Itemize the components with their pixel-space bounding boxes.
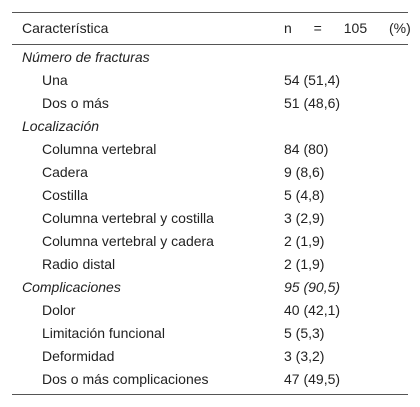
item-row: Una 54 (51,4): [12, 69, 408, 92]
item-value: 84 (80): [284, 141, 329, 157]
item-label: Radio distal: [42, 256, 116, 272]
item-label: Cadera: [42, 164, 88, 180]
section-row: Localización: [12, 115, 408, 138]
item-label: Limitación funcional: [42, 325, 165, 341]
table: Característica n = 105 (%) Número de fra…: [12, 12, 411, 395]
item-value: 47 (49,5): [284, 371, 341, 387]
item-value: 5 (5,3): [284, 325, 325, 341]
header-cell: Característica: [22, 20, 109, 36]
item-row: Cadera 9 (8,6): [12, 161, 408, 184]
item-row: Columna vertebral y costilla 3 (2,9): [12, 207, 408, 230]
section-row: Número de fracturas: [12, 46, 408, 69]
item-label: Dos o más: [42, 95, 109, 111]
item-value: 2 (1,9): [284, 233, 325, 249]
section-label: Localización: [22, 118, 100, 134]
item-value: 3 (3,2): [284, 348, 325, 364]
item-label: Columna vertebral y costilla: [42, 210, 214, 226]
item-label: Costilla: [42, 187, 88, 203]
item-row: Columna vertebral 84 (80): [12, 138, 408, 161]
header-cell: n = 105 (%): [284, 20, 411, 36]
item-label: Deformidad: [42, 348, 115, 364]
item-value: 54 (51,4): [284, 72, 341, 88]
table-body: Número de fracturas Una 54 (51,4) Dos o más…: [12, 45, 408, 394]
item-row: Limitación funcional 5 (5,3): [12, 322, 408, 345]
section-label: Complicaciones: [22, 279, 121, 295]
item-row: Dos o más 51 (48,6): [12, 92, 408, 115]
item-row: Radio distal 2 (1,9): [12, 253, 408, 276]
section-value: 95 (90,5): [284, 279, 341, 295]
section-row: Complicaciones 95 (90,5): [12, 276, 408, 299]
item-row: Deformidad 3 (3,2): [12, 345, 408, 368]
item-row: Columna vertebral y cadera 2 (1,9): [12, 230, 408, 253]
item-value: 5 (4,8): [284, 187, 325, 203]
item-value: 9 (8,6): [284, 164, 325, 180]
item-row: Dos o más complicaciones 47 (49,5): [12, 368, 408, 391]
header-row: Característica n = 105 (%): [12, 13, 411, 45]
item-label: Columna vertebral: [42, 141, 157, 157]
item-row: Dolor 40 (42,1): [12, 299, 408, 322]
item-label: Una: [42, 72, 68, 88]
item-value: 40 (42,1): [284, 302, 341, 318]
item-value: 3 (2,9): [284, 210, 325, 226]
item-label: Columna vertebral y cadera: [42, 233, 214, 249]
item-label: Dolor: [42, 302, 76, 318]
item-label: Dos o más complicaciones: [42, 371, 209, 387]
item-row: Costilla 5 (4,8): [12, 184, 408, 207]
section-label: Número de fracturas: [22, 49, 150, 65]
item-value: 51 (48,6): [284, 95, 341, 111]
item-value: 2 (1,9): [284, 256, 325, 272]
